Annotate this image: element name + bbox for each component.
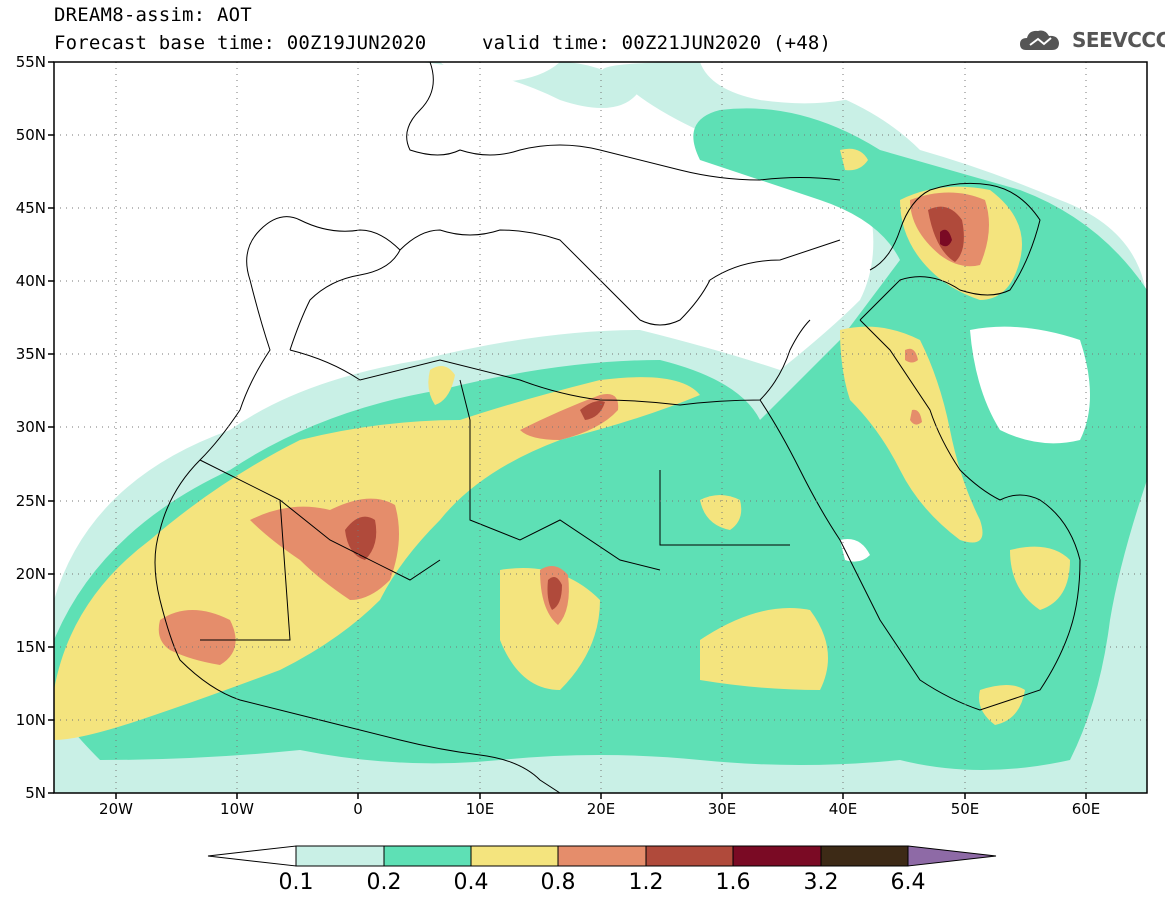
colorbar-segment <box>295 845 385 867</box>
lon-label: 20E <box>586 800 616 818</box>
colorbar-segment <box>645 845 734 867</box>
lat-label: 20N <box>15 565 46 583</box>
lon-label: 50E <box>950 800 980 818</box>
lat-label: 25N <box>15 492 46 510</box>
lon-label: 0 <box>353 800 363 818</box>
cloud-icon <box>1020 30 1059 50</box>
colorbar-segment <box>557 845 647 867</box>
aot-field <box>54 62 1147 793</box>
colorbar-label: 1.6 <box>715 870 751 895</box>
lon-label: 60E <box>1071 800 1101 818</box>
colorbar-label: 6.4 <box>890 870 926 895</box>
colorbar-segment-over <box>907 845 997 867</box>
lon-label: 40E <box>828 800 858 818</box>
lon-label: 10W <box>220 800 254 818</box>
lon-label: 20W <box>99 800 133 818</box>
lat-label: 45N <box>15 199 46 217</box>
logo-text: SEEVCCC <box>1072 28 1165 52</box>
lat-label: 10N <box>15 711 46 729</box>
colorbar <box>207 845 997 867</box>
lat-label: 5N <box>25 784 46 802</box>
valid-time: valid time: 00Z21JUN2020 (+48) <box>482 32 832 54</box>
aot-band-1.2 <box>345 516 377 560</box>
colorbar-segment <box>732 845 822 867</box>
colorbar-label: 0.1 <box>278 870 314 895</box>
lat-label: 35N <box>15 345 46 363</box>
map-title: DREAM8-assim: AOT <box>54 4 252 26</box>
coastlines <box>154 62 1081 793</box>
axis-ticks <box>48 61 1087 799</box>
colorbar-label: 0.4 <box>453 870 489 895</box>
aot-band-1.6 <box>940 229 952 247</box>
forecast-base-time: Forecast base time: 00Z19JUN2020 <box>54 32 427 54</box>
colorbar-label: 0.8 <box>540 870 576 895</box>
lon-label: 10E <box>465 800 495 818</box>
colorbar-label: 3.2 <box>803 870 839 895</box>
lat-label: 50N <box>15 126 46 144</box>
colorbar-segment-under <box>207 845 297 867</box>
lat-label: 55N <box>15 53 46 71</box>
colorbar-segment <box>470 845 559 867</box>
colorbar-label: 1.2 <box>628 870 664 895</box>
colorbar-label: 0.2 <box>366 870 402 895</box>
colorbar-segment <box>383 845 472 867</box>
lat-label: 40N <box>15 272 46 290</box>
lat-label: 30N <box>15 418 46 436</box>
lon-label: 30E <box>707 800 737 818</box>
grid <box>54 62 1147 793</box>
colorbar-segment <box>820 845 909 867</box>
lat-label: 15N <box>15 638 46 656</box>
